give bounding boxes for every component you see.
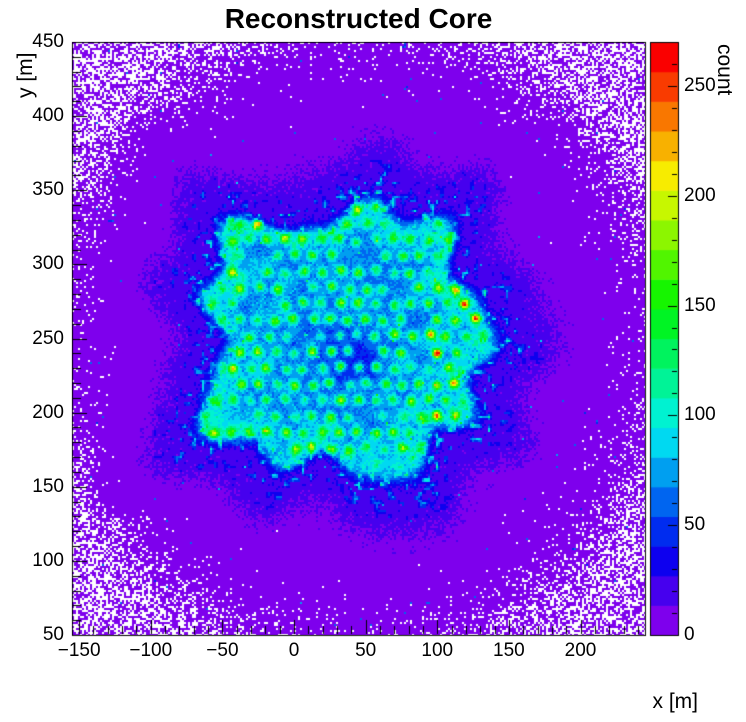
x-tick-label: 0 bbox=[288, 640, 300, 661]
y-tick-label: 150 bbox=[32, 475, 64, 497]
z-tick-label: 0 bbox=[684, 624, 695, 645]
y-tick-label: 300 bbox=[32, 253, 64, 275]
x-tick-label: 50 bbox=[355, 640, 377, 661]
y-tick-label: 250 bbox=[32, 327, 64, 349]
y-tick-label: 450 bbox=[32, 31, 64, 52]
x-tick-label: 100 bbox=[421, 640, 454, 661]
chart-title: Reconstructed Core bbox=[224, 3, 493, 34]
y-tick-label: 350 bbox=[32, 179, 64, 201]
x-tick-label: 150 bbox=[493, 640, 525, 661]
z-tick-label: 100 bbox=[684, 404, 716, 426]
z-tick-label: 250 bbox=[684, 74, 716, 96]
x-tick-label: −100 bbox=[129, 640, 173, 661]
y-tick-label: 200 bbox=[32, 401, 64, 423]
z-tick-label: 200 bbox=[684, 184, 716, 206]
x-axis-label: x [m] bbox=[652, 690, 699, 713]
z-tick-label: 50 bbox=[684, 514, 706, 536]
z-tick-label: 150 bbox=[684, 294, 716, 316]
y-tick-label: 50 bbox=[42, 624, 64, 645]
y-tick-label: 100 bbox=[32, 549, 64, 571]
x-tick-label: −50 bbox=[206, 640, 239, 661]
x-tick-label: −150 bbox=[57, 640, 101, 661]
colorbar-label: count bbox=[713, 44, 736, 96]
y-tick-label: 400 bbox=[32, 105, 64, 127]
x-tick-label: 200 bbox=[564, 640, 597, 661]
